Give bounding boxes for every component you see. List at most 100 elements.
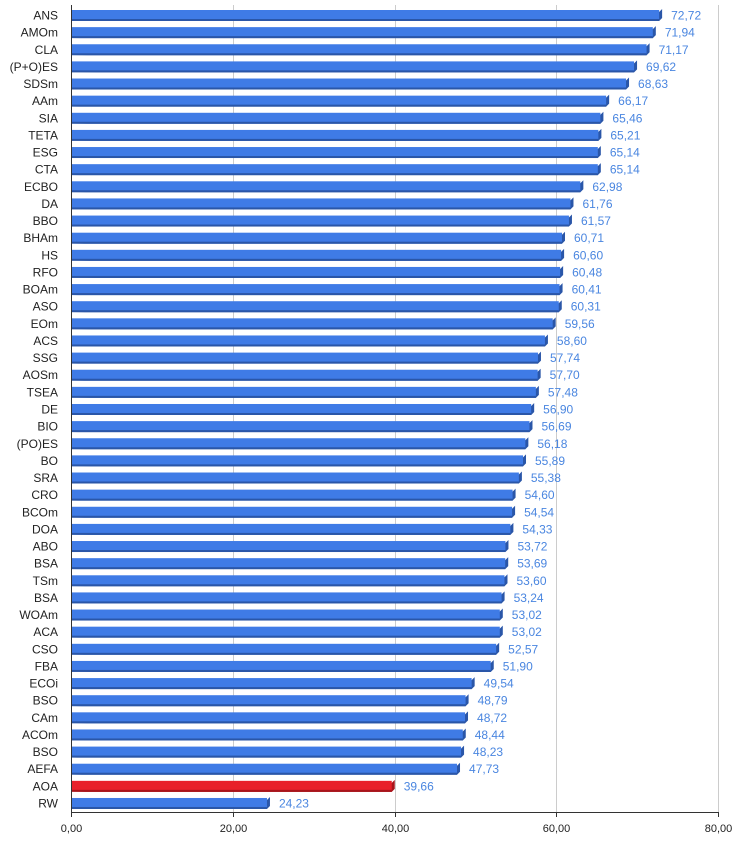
bar-face <box>72 780 392 791</box>
category-label: WOAm <box>19 608 58 622</box>
bar <box>72 488 516 501</box>
bar-bottom-edge <box>72 258 562 261</box>
bar-bottom-edge <box>72 19 660 21</box>
category-label: TSEA <box>27 385 58 399</box>
bar-face <box>72 386 536 397</box>
category-label: SRA <box>33 471 58 485</box>
bar <box>72 26 656 39</box>
category-label: ASO <box>33 300 58 314</box>
category-label: BSO <box>33 745 58 759</box>
bar-bottom-edge <box>72 53 647 56</box>
x-tick-label: 40,00 <box>382 823 410 835</box>
category-label: BBO <box>33 214 58 228</box>
bar <box>72 283 563 296</box>
category-label: DOA <box>32 522 58 536</box>
category-label: ABO <box>33 540 58 554</box>
bar <box>72 454 527 467</box>
bar <box>72 317 556 330</box>
x-tick-label: 0,00 <box>61 823 82 835</box>
bar <box>72 402 535 415</box>
category-label: AOA <box>33 779 58 793</box>
bar-face <box>72 523 511 534</box>
bar-bottom-edge <box>72 532 511 535</box>
bar-face <box>72 455 524 466</box>
bar <box>72 265 564 278</box>
bar-bottom-edge <box>72 464 524 467</box>
value-label: 49,54 <box>484 677 514 691</box>
bar-bottom-edge <box>72 721 466 724</box>
value-label: 47,73 <box>469 762 499 776</box>
bar-face <box>72 112 601 123</box>
value-label: 53,24 <box>514 591 544 605</box>
bar <box>72 128 602 141</box>
category-label: ANS <box>33 9 58 23</box>
value-label: 53,69 <box>517 557 547 571</box>
bar-face <box>72 10 660 20</box>
bar-bottom-edge <box>72 241 562 244</box>
category-label: BCOm <box>22 505 58 519</box>
bar-bottom-edge <box>72 378 538 381</box>
bar-face <box>72 301 559 312</box>
category-label: SDSm <box>23 77 58 91</box>
bar-face <box>72 472 519 483</box>
bar <box>72 557 509 570</box>
bar-face <box>72 147 598 158</box>
value-label: 65,46 <box>612 111 642 125</box>
bar <box>72 43 650 56</box>
bar-face <box>72 284 560 295</box>
value-label: 56,18 <box>537 437 567 451</box>
value-label: 60,60 <box>573 248 603 262</box>
bar-bottom-edge <box>72 481 519 484</box>
value-label: 61,76 <box>582 197 612 211</box>
bar-bottom-edge <box>72 361 538 364</box>
bar <box>72 420 533 433</box>
bar-bottom-edge <box>72 412 532 415</box>
bar <box>72 385 539 398</box>
bar <box>72 505 516 518</box>
bar-face <box>72 403 532 414</box>
bar <box>72 146 601 159</box>
bar-bottom-edge <box>72 224 569 227</box>
bar-face <box>72 232 562 243</box>
bar-bottom-edge <box>72 687 472 690</box>
bar-face <box>72 421 530 432</box>
category-label: CLA <box>35 43 58 57</box>
bar-face <box>72 489 513 500</box>
value-label: 48,23 <box>473 745 503 759</box>
bar-bottom-edge <box>72 515 513 518</box>
category-label: RW <box>38 796 58 810</box>
bar-face <box>72 541 506 552</box>
bar-bottom-edge <box>72 190 581 193</box>
bar-face <box>72 335 545 346</box>
value-label: 61,57 <box>581 214 611 228</box>
bar <box>72 796 270 809</box>
value-label: 53,60 <box>516 574 546 588</box>
bar-bottom-edge <box>72 207 571 210</box>
bar-face <box>72 78 627 89</box>
category-label: TETA <box>28 128 58 142</box>
bar-face <box>72 729 463 740</box>
bar <box>72 437 529 450</box>
bar-face <box>72 763 458 774</box>
bar <box>72 540 509 553</box>
bar-face <box>72 438 526 449</box>
value-label: 57,70 <box>550 368 580 382</box>
bar <box>72 163 601 176</box>
bar-face <box>72 198 571 209</box>
bar <box>72 77 630 90</box>
category-label: CRO <box>31 488 58 502</box>
value-label: 59,56 <box>565 317 595 331</box>
category-label: BSO <box>33 694 58 708</box>
bar <box>72 231 565 244</box>
value-label: 56,90 <box>543 402 573 416</box>
category-label: ACS <box>33 334 58 348</box>
bar-face <box>72 695 466 706</box>
value-label: 52,57 <box>508 642 538 656</box>
bar-bottom-edge <box>72 652 497 655</box>
bar-face <box>72 678 472 689</box>
value-label: 65,21 <box>610 128 640 142</box>
category-label: TSm <box>33 574 58 588</box>
value-label: 53,02 <box>512 608 542 622</box>
value-label: 57,48 <box>548 385 578 399</box>
